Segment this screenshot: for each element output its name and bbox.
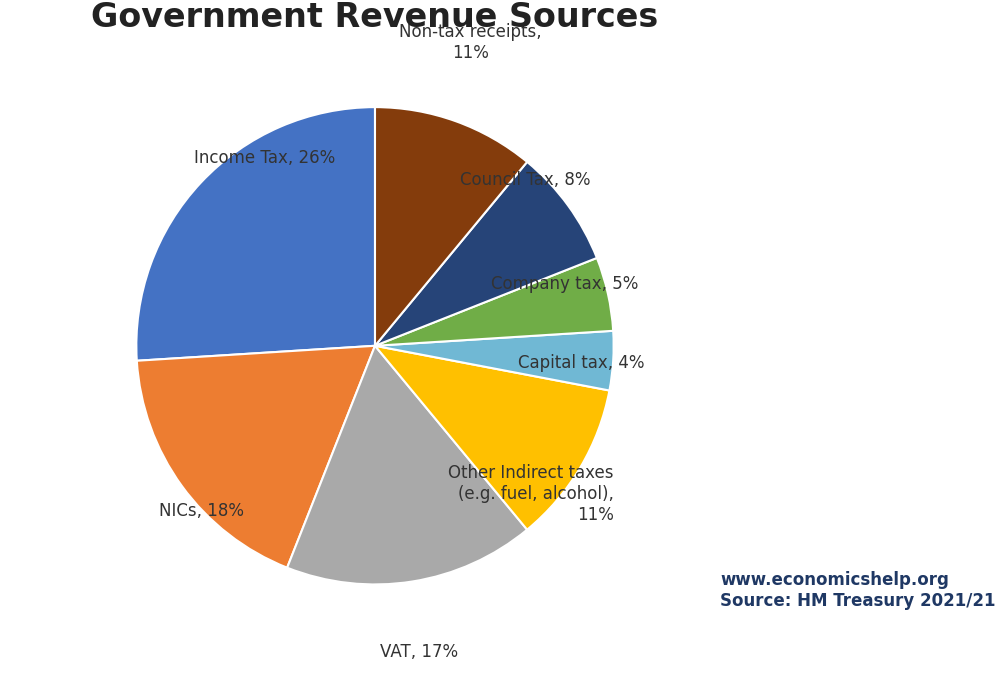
Text: Council Tax, 8%: Council Tax, 8%	[460, 172, 591, 189]
Text: www.economicshelp.org
Source: HM Treasury 2021/21: www.economicshelp.org Source: HM Treasur…	[720, 572, 996, 610]
Title: Government Revenue Sources: Government Revenue Sources	[91, 1, 659, 34]
Wedge shape	[375, 162, 597, 346]
Wedge shape	[136, 107, 375, 361]
Text: NICs, 18%: NICs, 18%	[159, 502, 244, 520]
Text: Capital tax, 4%: Capital tax, 4%	[518, 355, 644, 372]
Text: VAT, 17%: VAT, 17%	[380, 643, 458, 661]
Text: Non-tax receipts,
11%: Non-tax receipts, 11%	[399, 23, 542, 62]
Text: Other Indirect taxes
(e.g. fuel, alcohol),
11%: Other Indirect taxes (e.g. fuel, alcohol…	[448, 464, 614, 524]
Wedge shape	[137, 346, 375, 567]
Text: Company tax, 5%: Company tax, 5%	[491, 275, 638, 294]
Wedge shape	[375, 331, 614, 391]
Wedge shape	[375, 107, 527, 346]
Wedge shape	[287, 346, 527, 584]
Text: Income Tax, 26%: Income Tax, 26%	[194, 149, 335, 167]
Wedge shape	[375, 346, 609, 530]
Wedge shape	[375, 258, 613, 346]
